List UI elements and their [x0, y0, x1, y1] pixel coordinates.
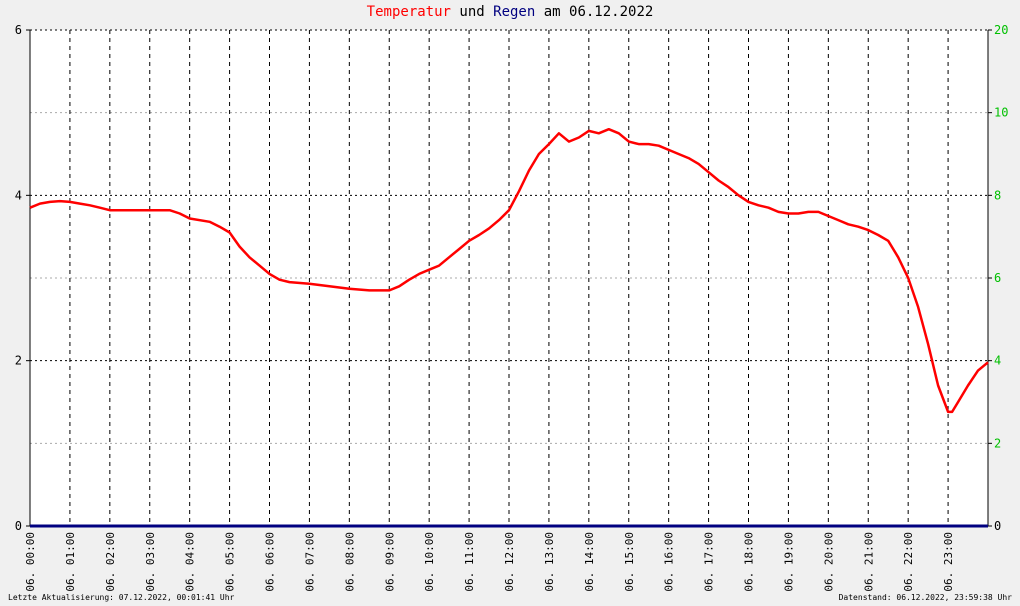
- footer-data-status: Datenstand: 06.12.2022, 23:59:38 Uhr: [838, 593, 1012, 602]
- y-left-tick-label: 4: [15, 188, 22, 202]
- title-und: und: [459, 4, 485, 20]
- x-tick-label: 06. 03:00: [144, 532, 157, 592]
- footer-last-update: Letzte Aktualisierung: 07.12.2022, 00:01…: [8, 593, 235, 602]
- x-tick-label: 06. 06:00: [264, 532, 277, 592]
- title-temperatur: Temperatur: [366, 4, 451, 20]
- x-tick-label: 06. 23:00: [942, 532, 955, 592]
- title-regen: Regen: [493, 4, 536, 20]
- x-tick-label: 06. 11:00: [463, 532, 476, 592]
- x-tick-label: 06. 13:00: [543, 532, 556, 592]
- x-tick-label: 06. 05:00: [224, 532, 237, 592]
- x-tick-label: 06. 15:00: [623, 532, 636, 592]
- x-tick-label: 06. 01:00: [64, 532, 77, 592]
- x-tick-label: 06. 17:00: [703, 532, 716, 592]
- series-line-temperatur: [29, 127, 989, 414]
- x-tick-label: 06. 16:00: [663, 532, 676, 592]
- x-tick-label: 06. 02:00: [104, 532, 117, 592]
- x-tick-label: 06. 12:00: [503, 532, 516, 592]
- y-right-tick-label: 10: [994, 106, 1008, 120]
- x-tick-label: 06. 10:00: [423, 532, 436, 592]
- y-right-tick-label: 2: [994, 436, 1001, 450]
- y-left-tick-label: 2: [15, 354, 22, 368]
- y-right-tick-label: 20: [994, 23, 1008, 37]
- y-left-tick-label: 0: [15, 519, 22, 533]
- x-tick-label: 06. 04:00: [184, 532, 197, 592]
- chart-title: Temperatur und Regen am 06.12.2022: [0, 4, 1020, 20]
- x-tick-label: 06. 18:00: [743, 532, 756, 592]
- x-tick-label: 06. 14:00: [583, 532, 596, 592]
- y-right-tick-label: 4: [994, 354, 1001, 368]
- y-right-tick-label: 6: [994, 271, 1001, 285]
- title-date: am 06.12.2022: [543, 4, 654, 20]
- x-tick-label: 06. 08:00: [343, 532, 356, 592]
- x-tick-label: 06. 22:00: [902, 532, 915, 592]
- x-tick-label: 06. 00:00: [24, 532, 37, 592]
- x-tick-label: 06. 20:00: [822, 532, 835, 592]
- y-right-tick-label: 8: [994, 188, 1001, 202]
- y-left-tick-label: 6: [15, 23, 22, 37]
- x-tick-label: 06. 07:00: [303, 532, 316, 592]
- y-right-tick-label: 0: [994, 519, 1001, 533]
- x-tick-label: 06. 21:00: [862, 532, 875, 592]
- x-tick-label: 06. 19:00: [782, 532, 795, 592]
- x-tick-label: 06. 09:00: [383, 532, 396, 592]
